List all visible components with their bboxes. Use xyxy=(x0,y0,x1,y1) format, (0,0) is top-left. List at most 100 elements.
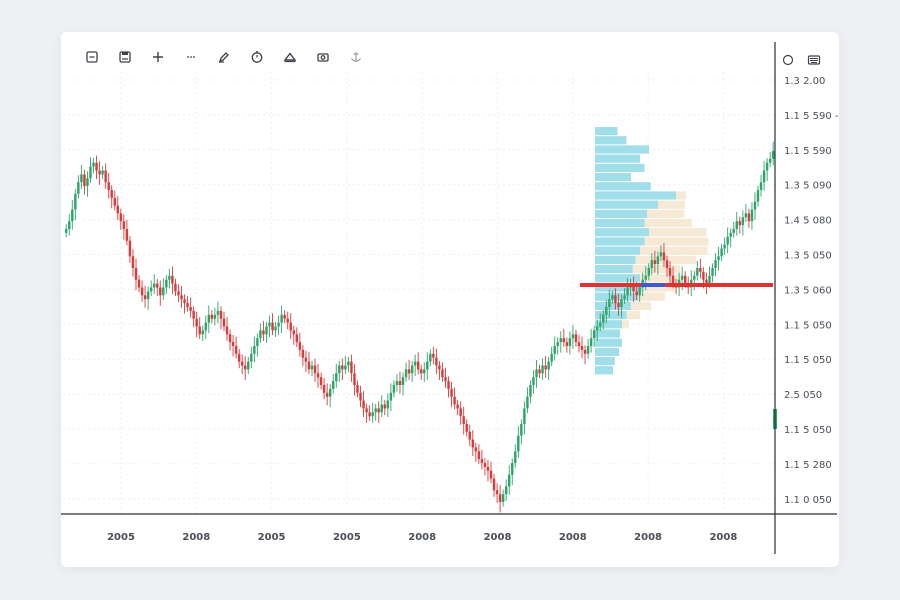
candle-body xyxy=(771,151,775,159)
candle-body xyxy=(316,373,320,378)
candle-body xyxy=(125,229,129,241)
candle-body xyxy=(371,412,374,417)
camera-icon[interactable] xyxy=(306,46,339,68)
price-label: 1.1 5 050 xyxy=(784,425,832,436)
candle-body xyxy=(362,400,365,409)
candle-body xyxy=(489,470,493,479)
candle-body xyxy=(344,365,347,370)
profile-bar-blue xyxy=(595,173,631,182)
candle-body xyxy=(74,193,77,210)
candle-body xyxy=(289,322,292,331)
candle-body xyxy=(662,252,666,261)
candle-body xyxy=(341,365,344,370)
candle-body xyxy=(504,486,508,495)
candle-body xyxy=(589,338,593,346)
clock-icon[interactable] xyxy=(240,46,273,68)
candle-body xyxy=(556,342,559,346)
candle-body xyxy=(599,322,602,327)
candle-body xyxy=(680,275,684,280)
profile-bar-cream xyxy=(647,209,685,218)
price-label: 1.1 5 590 xyxy=(784,146,832,157)
candle-body xyxy=(659,252,663,257)
candle-body xyxy=(535,369,538,378)
candle-body xyxy=(237,353,241,362)
candlestick-chart[interactable]: 1.3 2.00 1.1 5 590 - 1.1 5 590 1.3 5 090 1.4… xyxy=(61,32,839,567)
candle-body xyxy=(319,377,323,385)
minus-box-icon[interactable] xyxy=(75,46,108,68)
candle-body xyxy=(592,330,596,339)
candle-body xyxy=(471,439,475,448)
candle-body xyxy=(210,314,214,319)
candle-body xyxy=(313,365,317,374)
candle-body xyxy=(532,377,535,385)
candle-body xyxy=(195,318,198,327)
candle-body xyxy=(404,369,408,378)
circle-icon[interactable] xyxy=(779,49,797,71)
candle-body xyxy=(353,373,356,385)
candle-body xyxy=(95,162,98,171)
candles xyxy=(65,141,775,513)
candle-body xyxy=(465,424,468,432)
candle-body xyxy=(201,330,204,335)
candle-body xyxy=(523,408,526,424)
candle-body xyxy=(65,229,68,233)
candle-body xyxy=(292,330,295,335)
candle-body xyxy=(423,369,426,374)
candle-body xyxy=(683,275,687,284)
profile-bar-blue xyxy=(595,200,658,209)
candle-body xyxy=(186,303,189,307)
pen-icon[interactable] xyxy=(207,46,240,68)
crosshair-icon[interactable] xyxy=(141,46,174,68)
candle-body xyxy=(583,349,587,354)
dots-icon[interactable] xyxy=(174,46,207,68)
candle-body xyxy=(86,178,89,187)
candle-body xyxy=(213,314,217,319)
candle-body xyxy=(298,342,302,350)
candle-body xyxy=(541,365,544,374)
profile-bar-cream xyxy=(644,219,692,228)
candle-body xyxy=(134,268,138,280)
time-label: 2008 xyxy=(408,532,436,543)
time-label: 2008 xyxy=(484,532,512,543)
candle-body xyxy=(474,447,478,452)
candle-body xyxy=(265,326,268,335)
candle-body xyxy=(480,459,484,463)
profile-bar-blue xyxy=(595,357,615,366)
candle-body xyxy=(228,334,232,343)
candle-body xyxy=(107,182,110,190)
candle-body xyxy=(602,314,605,323)
candle-body xyxy=(553,346,556,354)
candle-body xyxy=(586,346,590,354)
candle-body xyxy=(483,463,487,467)
candle-body xyxy=(514,451,517,463)
candle-body xyxy=(420,369,423,374)
candle-body xyxy=(486,466,490,471)
save-icon[interactable] xyxy=(108,46,141,68)
candle-body xyxy=(113,197,116,206)
drawing-toolbar xyxy=(75,46,372,68)
candle-body xyxy=(444,377,447,382)
price-label: 1.1 5 280 xyxy=(784,460,832,471)
candle-body xyxy=(389,392,393,401)
candle-body xyxy=(304,357,308,362)
poc-marker xyxy=(641,283,665,287)
keyboard-icon[interactable] xyxy=(805,49,823,71)
candle-body xyxy=(356,385,359,393)
candle-body xyxy=(671,275,675,284)
profile-bar-blue xyxy=(595,311,627,320)
candle-body xyxy=(492,478,496,491)
candle-body xyxy=(192,310,195,319)
candle-body xyxy=(171,275,174,284)
candle-body xyxy=(165,279,168,288)
candle-body xyxy=(720,248,723,257)
candle-body xyxy=(122,221,126,229)
profile-bar-blue xyxy=(595,163,645,172)
candle-body xyxy=(517,435,520,452)
candle-body xyxy=(207,314,211,323)
anchor-icon[interactable] xyxy=(339,46,372,68)
candle-body xyxy=(577,342,581,346)
candle-body xyxy=(92,162,95,167)
candle-body xyxy=(347,361,350,366)
triangle-icon[interactable] xyxy=(273,46,306,68)
candle-body xyxy=(702,271,705,280)
